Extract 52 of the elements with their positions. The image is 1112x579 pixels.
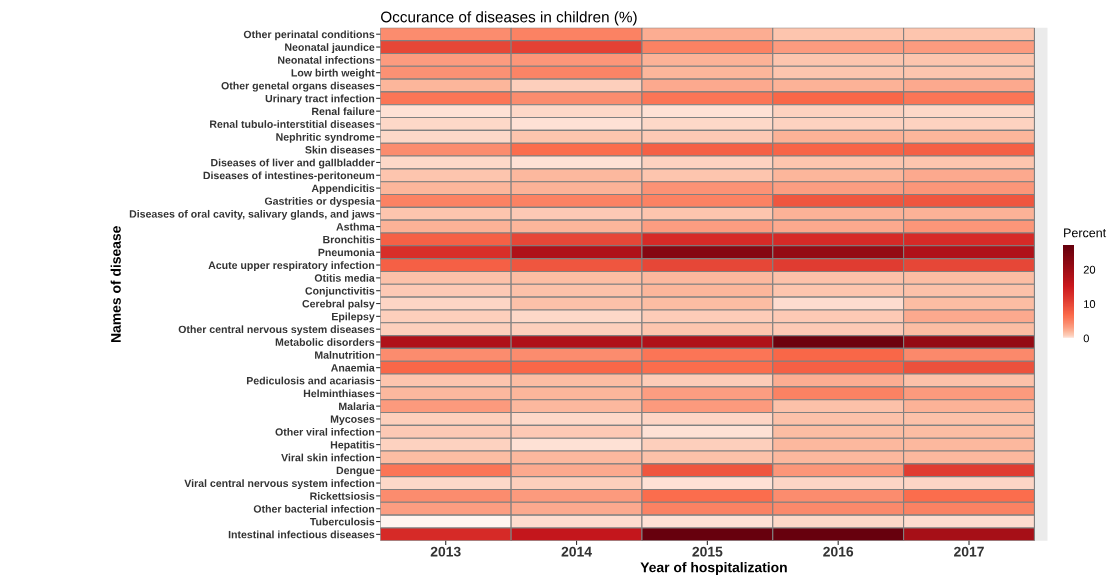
y-tick-label: Urinary tract infection: [265, 94, 375, 105]
y-tick-label: Anaemia: [331, 363, 375, 372]
y-tick-label: Epilepsy: [332, 312, 375, 323]
x-tick-label: 2014: [561, 546, 592, 557]
y-tick-label: Other bacterial infection: [253, 504, 375, 513]
y-tick-label: Other viral infection: [275, 427, 375, 436]
y-tick-label: Dengue: [336, 466, 375, 477]
y-tick-label: Malnutrition: [315, 351, 375, 359]
y-tick-label: Metabolic disorders: [275, 338, 375, 346]
y-tick-label: Nephritic syndrome: [276, 132, 375, 143]
y-tick-label: Other genetal organs diseases: [221, 81, 375, 92]
color-bar-label: 20: [1083, 265, 1096, 274]
y-tick-label: Rickettsiosis: [310, 492, 375, 500]
y-tick-label: Appendicitis: [311, 184, 375, 195]
y-tick-label: Bronchitis: [323, 235, 375, 244]
y-tick-label: Asthma: [336, 222, 375, 231]
x-tick-label: 2016: [823, 546, 854, 557]
y-tick-label: Otitis media: [314, 274, 375, 282]
y-tick-label: Pediculosis and acariasis: [246, 376, 375, 385]
y-tick-label: Malaria: [339, 402, 375, 411]
y-tick-label: Diseases of oral cavity, salivary glands, and jaws: [129, 209, 375, 220]
y-tick-label: Skin diseases: [305, 145, 375, 154]
y-tick-label: Neonatal jaundice: [285, 43, 375, 54]
x-axis-title: Year of hospitalization: [640, 562, 787, 576]
y-tick-label: Viral central nervous system infection: [184, 479, 375, 490]
y-tick-label: Hepatitis: [330, 440, 375, 451]
y-tick-label: Cerebral palsy: [302, 299, 375, 310]
y-tick-label: Renal tubulo-interstitial diseases: [210, 120, 375, 128]
color-bar-label: 10: [1084, 300, 1096, 308]
chart-title: Occurance of diseases in children (%): [381, 11, 637, 26]
y-tick-label: Helminthiases: [303, 389, 375, 398]
y-axis-title: Names of disease: [110, 226, 121, 343]
y-tick-label: Pneumonia: [318, 248, 375, 257]
color-bar-label: 0: [1083, 334, 1089, 343]
x-tick-label: 2017: [954, 546, 984, 557]
y-tick-label: Other central nervous system diseases: [178, 325, 375, 336]
y-tick-label: Gastrities or dyspesia: [264, 197, 375, 207]
y-tick-label: Renal failure: [312, 107, 375, 116]
y-tick-label: Other perinatal conditions: [243, 30, 375, 41]
y-tick-label: Diseases of liver and gallbladder: [211, 158, 375, 169]
y-tick-label: Mycoses: [330, 415, 375, 425]
y-tick-label: Diseases of intestines-peritoneum: [203, 171, 375, 182]
color-bar-title: Percent: [1064, 228, 1107, 238]
y-tick-label: Low birth weight: [291, 68, 375, 79]
y-tick-label: Conjunctivitis: [305, 286, 375, 297]
x-tick-label: 2013: [430, 546, 461, 557]
y-tick-label: Viral skin infection: [281, 453, 375, 462]
y-tick-label: Acute upper respiratory infection: [208, 261, 375, 272]
x-tick-label: 2015: [692, 546, 723, 557]
y-tick-label: Neonatal infections: [278, 56, 375, 64]
y-tick-label: Intestinal infectious diseases: [228, 530, 375, 539]
y-tick-label: Tuberculosis: [309, 517, 375, 526]
